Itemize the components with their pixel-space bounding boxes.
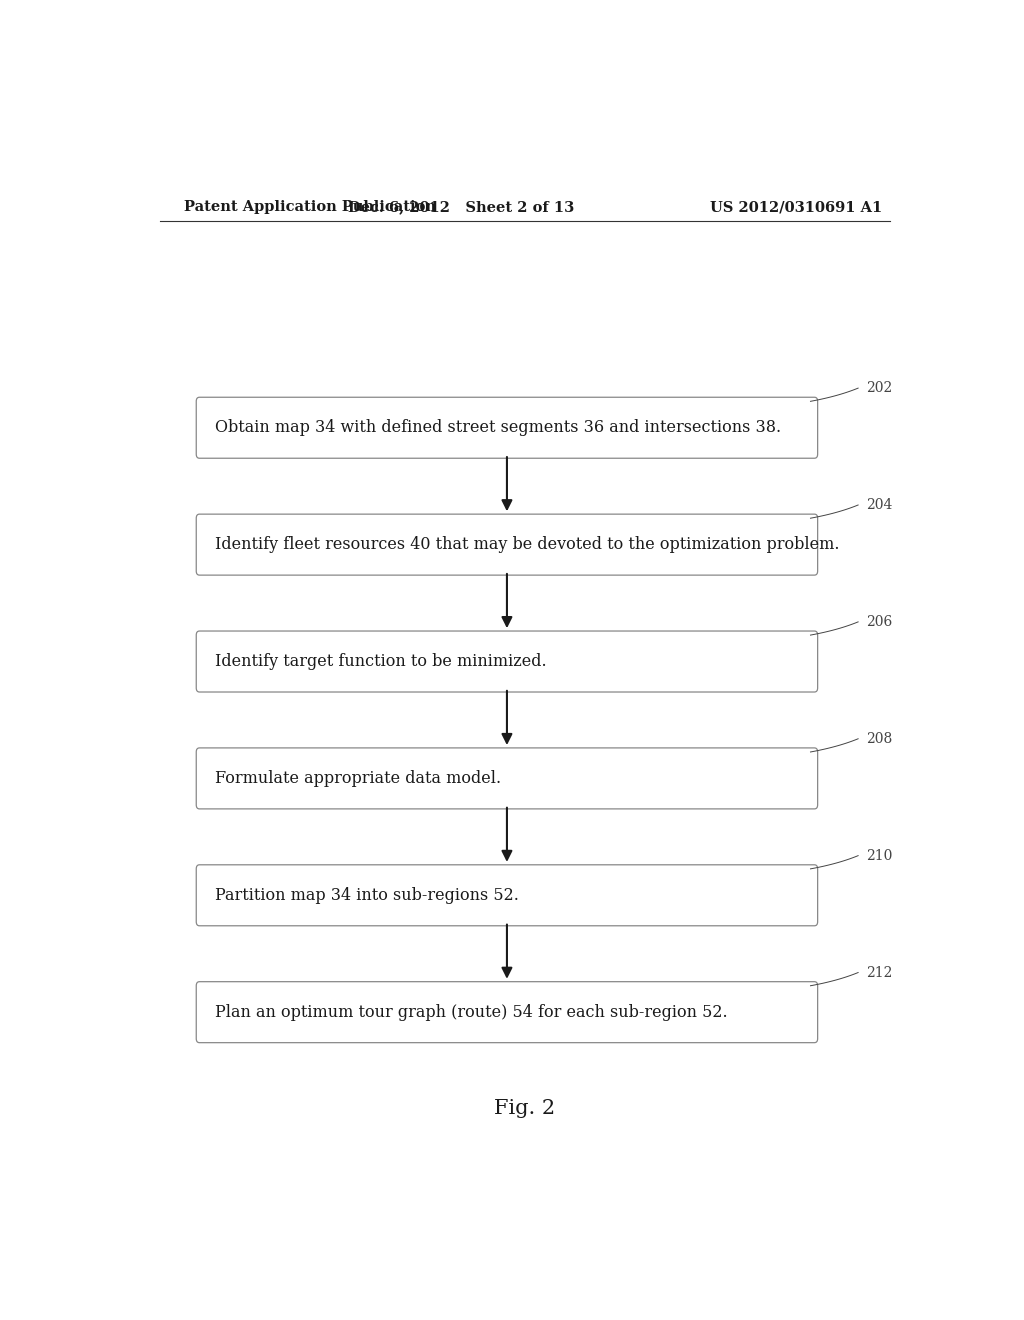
Text: Dec. 6, 2012   Sheet 2 of 13: Dec. 6, 2012 Sheet 2 of 13 xyxy=(348,201,574,214)
Text: 210: 210 xyxy=(866,849,893,863)
FancyBboxPatch shape xyxy=(197,982,817,1043)
Text: 202: 202 xyxy=(866,381,892,395)
Text: 212: 212 xyxy=(866,965,893,979)
Text: Partition map 34 into sub-regions 52.: Partition map 34 into sub-regions 52. xyxy=(215,887,519,904)
Text: 208: 208 xyxy=(866,731,892,746)
Text: Patent Application Publication: Patent Application Publication xyxy=(183,201,435,214)
FancyBboxPatch shape xyxy=(197,397,817,458)
Text: Identify fleet resources 40 that may be devoted to the optimization problem.: Identify fleet resources 40 that may be … xyxy=(215,536,840,553)
Text: Identify target function to be minimized.: Identify target function to be minimized… xyxy=(215,653,547,671)
Text: US 2012/0310691 A1: US 2012/0310691 A1 xyxy=(710,201,882,214)
Text: Fig. 2: Fig. 2 xyxy=(495,1100,555,1118)
Text: 204: 204 xyxy=(866,498,893,512)
FancyBboxPatch shape xyxy=(197,748,817,809)
Text: Formulate appropriate data model.: Formulate appropriate data model. xyxy=(215,770,502,787)
Text: 206: 206 xyxy=(866,615,892,628)
Text: Plan an optimum tour graph (route) 54 for each sub-region 52.: Plan an optimum tour graph (route) 54 fo… xyxy=(215,1003,728,1020)
FancyBboxPatch shape xyxy=(197,631,817,692)
FancyBboxPatch shape xyxy=(197,865,817,925)
Text: Obtain map 34 with defined street segments 36 and intersections 38.: Obtain map 34 with defined street segmen… xyxy=(215,420,781,436)
FancyBboxPatch shape xyxy=(197,515,817,576)
